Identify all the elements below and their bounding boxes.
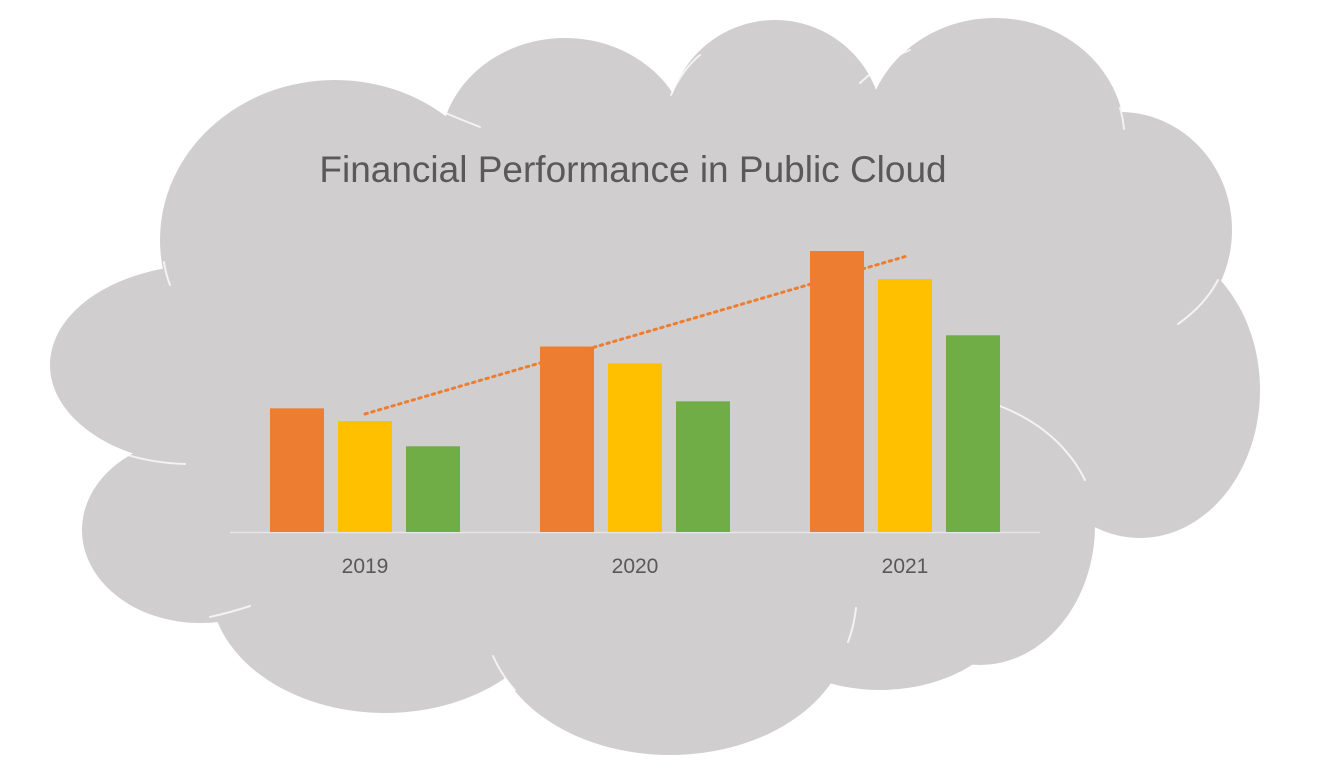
bar-2021-series-1 (810, 251, 864, 532)
x-tick-label: 2020 (612, 555, 659, 578)
bar-2019-series-3 (406, 446, 460, 532)
cloud-seam (999, 405, 1086, 481)
cloud-seam (847, 607, 857, 643)
cloud-seam (117, 451, 186, 465)
cloud-seam (1177, 279, 1219, 325)
bar-2021-series-2 (878, 279, 932, 532)
bar-2020-series-3 (676, 401, 730, 532)
chart-title: Financial Performance in Public Cloud (319, 149, 946, 190)
plot-area: 2019 2020 2021 (230, 251, 1040, 578)
x-tick-label: 2021 (882, 555, 929, 578)
bar-2019-series-2 (338, 421, 392, 532)
cloud-seam (492, 655, 516, 691)
bar-2021-series-3 (946, 335, 1000, 532)
cloud-seam (859, 49, 911, 84)
cloud-seam (163, 261, 171, 286)
bar-2020-series-2 (608, 363, 662, 532)
x-tick-label: 2019 (342, 555, 389, 578)
bar-2020-series-1 (540, 346, 594, 532)
cloud-seam (442, 111, 481, 128)
trendline (363, 255, 907, 416)
bar-2019-series-1 (270, 408, 324, 532)
cloud-seam (670, 54, 701, 96)
cloud-seam (1119, 107, 1125, 130)
cloud-seam (209, 605, 251, 618)
